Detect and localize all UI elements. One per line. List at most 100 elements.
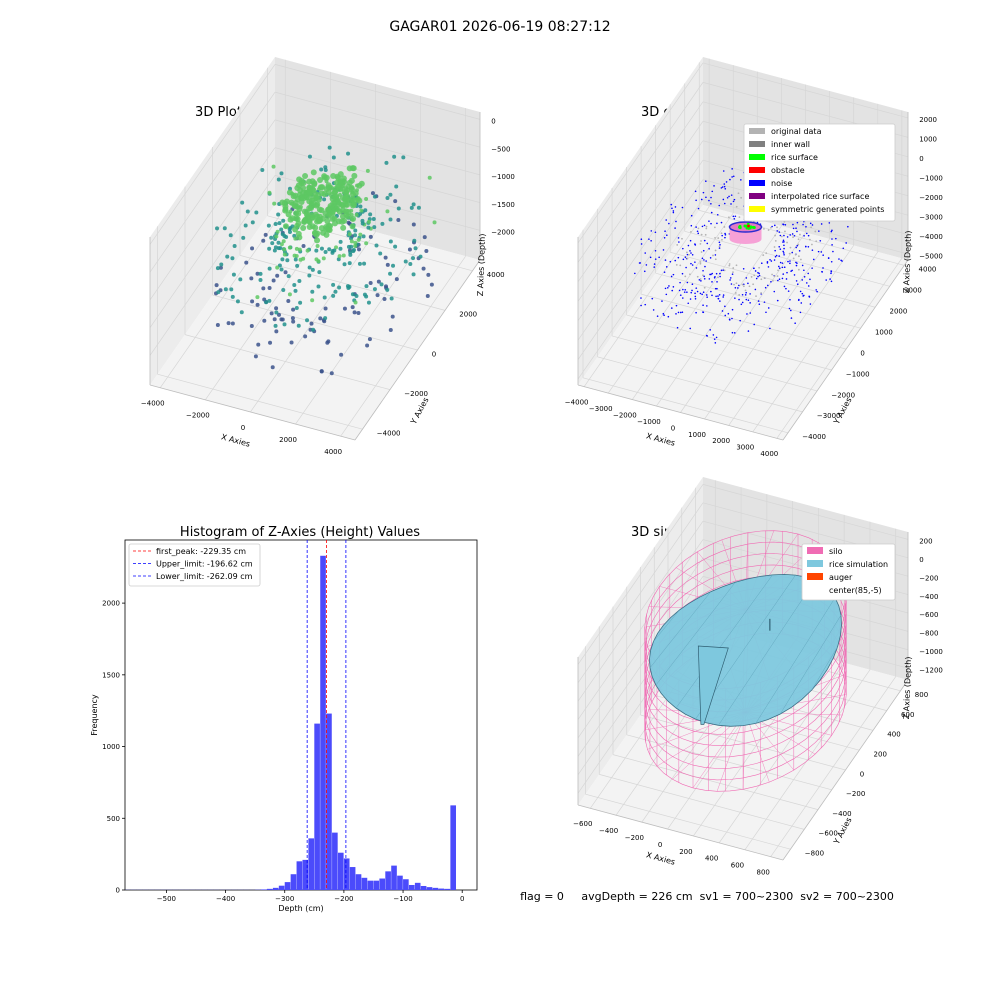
sim-x-tick: 800: [757, 869, 770, 877]
raw-data-point: [225, 254, 230, 259]
raw-x-tick: −2000: [186, 412, 210, 420]
noise-point: [774, 249, 776, 252]
noise-point: [665, 293, 668, 296]
noise-point: [675, 304, 678, 307]
noise-point: [770, 260, 773, 262]
noise-point: [714, 342, 717, 344]
noise-point: [682, 258, 685, 261]
cls-box-edge: [782, 259, 909, 441]
original-data-point: [797, 238, 800, 241]
noise-point: [776, 230, 779, 232]
noise-point: [666, 234, 668, 237]
raw-data-point: [294, 203, 301, 210]
original-data-point: [815, 240, 818, 243]
noise-point: [724, 314, 727, 317]
histogram-x-tick-label: 0: [460, 895, 464, 903]
raw-data-point: [294, 305, 299, 310]
raw-data-point: [272, 317, 277, 322]
noise-point: [745, 298, 748, 301]
histogram-x-axis-label: Depth (cm): [278, 904, 323, 913]
raw-grid-y: [239, 255, 446, 311]
noise-point: [662, 312, 665, 315]
raw-data-point: [421, 266, 426, 271]
cls-grid-z: [577, 62, 704, 244]
cls-grid-y: [582, 377, 789, 434]
raw-grid-z: [149, 64, 276, 245]
raw-data-point: [277, 221, 282, 226]
noise-point: [716, 222, 718, 225]
raw-data-point: [427, 175, 432, 180]
raw-data-point: [331, 155, 336, 160]
raw-data-point: [275, 229, 280, 234]
raw-data-point: [263, 232, 268, 237]
noise-point: [689, 298, 692, 300]
raw-data-point: [353, 300, 358, 305]
noise-point: [672, 210, 675, 212]
rice-surface-mesh: [653, 610, 680, 642]
raw-data-point: [348, 252, 353, 257]
raw-data-point: [357, 247, 362, 252]
noise-point: [724, 232, 726, 235]
histogram-plot-area: [124, 539, 478, 891]
noise-point: [702, 191, 705, 194]
noise-point: [695, 311, 697, 314]
raw-data-point: [364, 196, 369, 201]
original-data-point: [690, 230, 692, 233]
cls-y-tick: 0: [860, 349, 864, 357]
noise-point: [674, 259, 677, 262]
raw-data-point: [388, 192, 393, 197]
simulation-x-axis-label: X Axies: [645, 850, 676, 866]
raw-grid-z: [274, 91, 481, 148]
classify-legend-label: noise: [771, 179, 792, 188]
raw-data-point: [285, 258, 290, 263]
cls-z-tick: −1000: [919, 174, 943, 182]
simulation-legend-frame: [801, 543, 896, 601]
noise-point: [643, 270, 646, 273]
noise-point: [706, 305, 708, 307]
sim-box-edge: [782, 679, 909, 861]
noise-point: [668, 222, 670, 225]
noise-point: [718, 247, 721, 249]
raw-data-point: [282, 322, 287, 327]
raw-data-point: [279, 267, 284, 272]
raw-data-point: [323, 250, 328, 255]
raw-data-point: [412, 238, 417, 243]
noise-point: [758, 272, 760, 275]
noise-point: [803, 275, 806, 278]
raw-data-tick-labels: −4000 −2000 0 2000 4000 −4000 −2000 0 2000 4000 −2…: [141, 118, 515, 456]
raw-data-point: [366, 225, 371, 230]
raw-data-point: [309, 321, 314, 326]
raw-data-point: [261, 286, 266, 291]
noise-point: [830, 230, 833, 233]
raw-data-point: [287, 245, 292, 250]
raw-data-point: [371, 216, 376, 221]
noise-point: [794, 322, 796, 324]
noise-point: [782, 223, 784, 225]
raw-data-point: [396, 206, 401, 211]
raw-data-point: [380, 221, 385, 226]
noise-point: [720, 269, 723, 272]
noise-point: [722, 170, 725, 172]
raw-data-point: [385, 287, 390, 292]
histogram-legend-frame: [128, 543, 261, 587]
raw-data-point: [362, 261, 367, 266]
raw-data-point: [302, 172, 309, 179]
noise-point: [690, 262, 692, 265]
noise-point: [764, 286, 767, 289]
raw-data-point: [274, 310, 279, 315]
raw-data-point: [347, 261, 352, 266]
raw-grid-z: [274, 119, 481, 176]
noise-point: [789, 234, 792, 236]
noise-point: [732, 215, 735, 218]
noise-point: [694, 295, 697, 298]
original-data-point: [700, 233, 703, 236]
noise-point: [640, 243, 643, 245]
cls-grid-y: [670, 251, 876, 308]
raw-data-point: [279, 227, 284, 232]
raw-data-point: [314, 248, 319, 253]
noise-point: [738, 284, 740, 287]
raw-data-point: [361, 234, 366, 239]
histogram-title: Histogram of Z-Axies (Height) Values: [180, 525, 420, 540]
raw-data-point: [289, 340, 294, 345]
raw-data-point: [327, 145, 332, 150]
